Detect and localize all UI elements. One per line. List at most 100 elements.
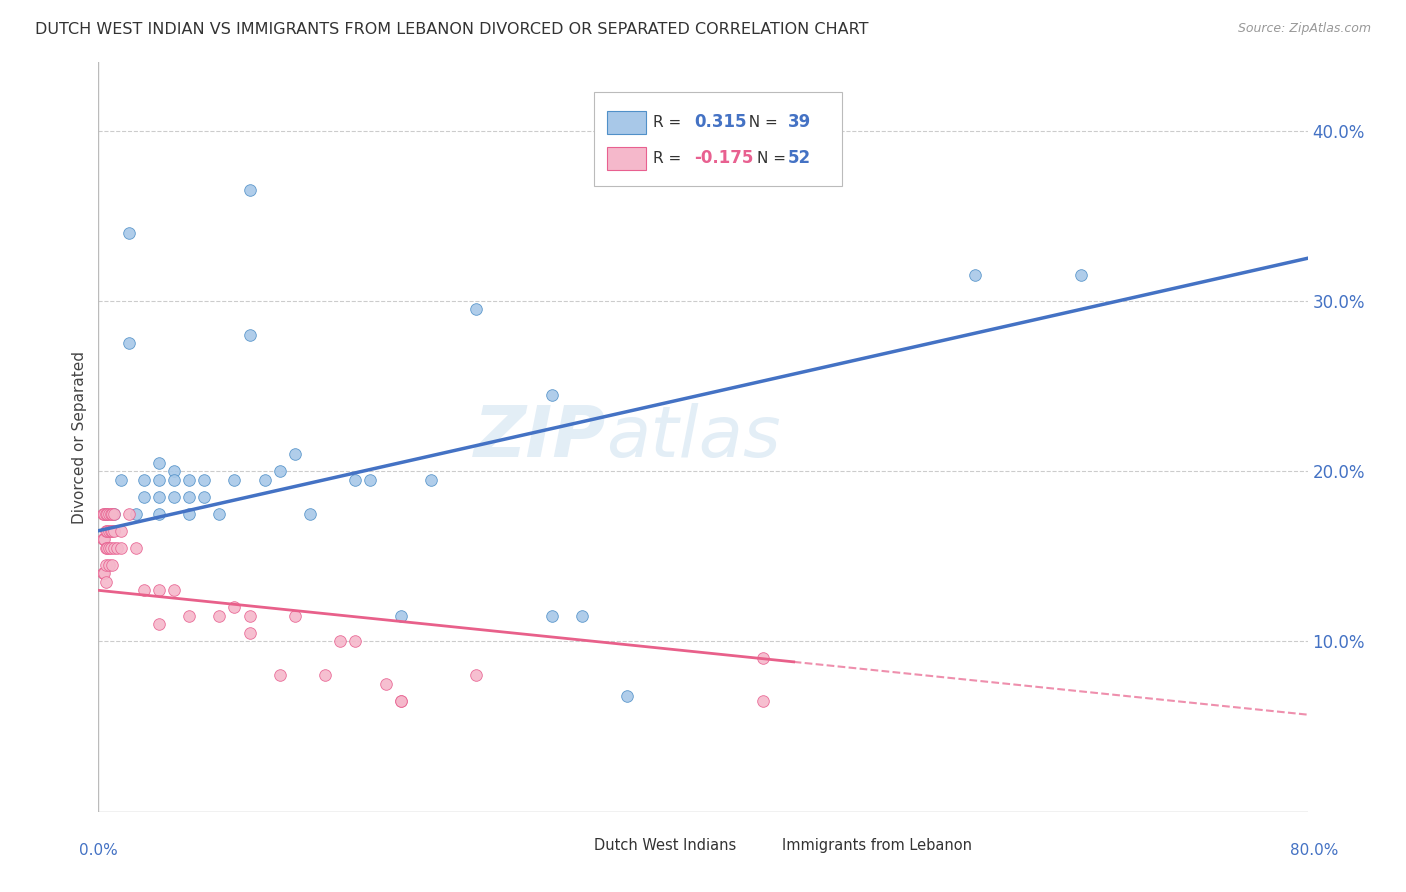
Point — [540, 608, 562, 623]
Text: -0.175: -0.175 — [695, 149, 754, 168]
Point — [98, 507, 121, 521]
Point — [100, 507, 122, 521]
Point — [96, 507, 118, 521]
Point — [103, 541, 125, 555]
Text: N =: N = — [758, 151, 792, 166]
Point — [540, 387, 562, 401]
Point — [208, 507, 231, 521]
Point — [344, 634, 367, 648]
Point — [132, 473, 155, 487]
Point — [374, 677, 396, 691]
Point — [132, 490, 155, 504]
Point — [193, 473, 215, 487]
Point — [329, 634, 352, 648]
Point — [163, 473, 186, 487]
Point — [103, 524, 125, 538]
Point — [269, 668, 291, 682]
Y-axis label: Divorced or Separated: Divorced or Separated — [72, 351, 87, 524]
Text: Immigrants from Lebanon: Immigrants from Lebanon — [782, 838, 972, 853]
Text: ZIP: ZIP — [474, 402, 606, 472]
Text: Dutch West Indians: Dutch West Indians — [595, 838, 737, 853]
Text: atlas: atlas — [606, 402, 780, 472]
Point — [224, 473, 246, 487]
Point — [465, 302, 488, 317]
FancyBboxPatch shape — [555, 837, 586, 855]
Point — [91, 507, 114, 521]
Point — [163, 490, 186, 504]
Text: R =: R = — [654, 151, 686, 166]
Point — [239, 608, 262, 623]
Point — [571, 608, 593, 623]
Point — [299, 507, 322, 521]
Point — [224, 600, 246, 615]
Point — [163, 464, 186, 478]
Point — [752, 651, 775, 665]
Point — [179, 473, 201, 487]
Point — [208, 608, 231, 623]
Point — [100, 541, 122, 555]
Point — [94, 574, 117, 589]
Point — [179, 608, 201, 623]
Point — [94, 541, 117, 555]
Text: R =: R = — [654, 115, 686, 130]
Point — [148, 583, 170, 598]
Point — [148, 490, 170, 504]
Point — [94, 507, 117, 521]
Point — [125, 541, 148, 555]
Point — [91, 533, 114, 547]
Point — [93, 533, 115, 547]
Point — [1070, 268, 1092, 283]
Point — [103, 507, 125, 521]
Point — [616, 689, 638, 703]
FancyBboxPatch shape — [595, 93, 842, 186]
Point — [465, 668, 488, 682]
Point — [132, 583, 155, 598]
Point — [101, 558, 124, 572]
Point — [98, 541, 121, 555]
Text: DUTCH WEST INDIAN VS IMMIGRANTS FROM LEBANON DIVORCED OR SEPARATED CORRELATION C: DUTCH WEST INDIAN VS IMMIGRANTS FROM LEB… — [35, 22, 869, 37]
Point — [148, 456, 170, 470]
Point — [101, 524, 124, 538]
Point — [110, 524, 132, 538]
Point — [344, 473, 367, 487]
Point — [965, 268, 987, 283]
Point — [103, 507, 125, 521]
Point — [239, 626, 262, 640]
Point — [110, 473, 132, 487]
Point — [94, 524, 117, 538]
Point — [389, 608, 412, 623]
Point — [239, 183, 262, 197]
Point — [101, 507, 124, 521]
Point — [148, 507, 170, 521]
Point — [100, 524, 122, 538]
Text: 0.0%: 0.0% — [79, 843, 118, 858]
Point — [752, 694, 775, 708]
Point — [91, 566, 114, 581]
Point — [239, 327, 262, 342]
FancyBboxPatch shape — [607, 112, 647, 134]
Point — [118, 336, 141, 351]
Point — [284, 447, 307, 461]
Text: 39: 39 — [787, 113, 811, 131]
Text: Source: ZipAtlas.com: Source: ZipAtlas.com — [1237, 22, 1371, 36]
Point — [105, 541, 128, 555]
Point — [179, 507, 201, 521]
Point — [94, 507, 117, 521]
Point — [253, 473, 276, 487]
Point — [118, 507, 141, 521]
Point — [110, 541, 132, 555]
Text: 52: 52 — [787, 149, 811, 168]
Text: 80.0%: 80.0% — [1291, 843, 1339, 858]
Point — [269, 464, 291, 478]
Point — [420, 473, 443, 487]
Text: 0.315: 0.315 — [695, 113, 747, 131]
Point — [125, 507, 148, 521]
Text: N =: N = — [740, 115, 783, 130]
Point — [193, 490, 215, 504]
Point — [94, 558, 117, 572]
Point — [98, 558, 121, 572]
Point — [360, 473, 382, 487]
Point — [148, 617, 170, 632]
Point — [163, 583, 186, 598]
FancyBboxPatch shape — [742, 837, 775, 855]
